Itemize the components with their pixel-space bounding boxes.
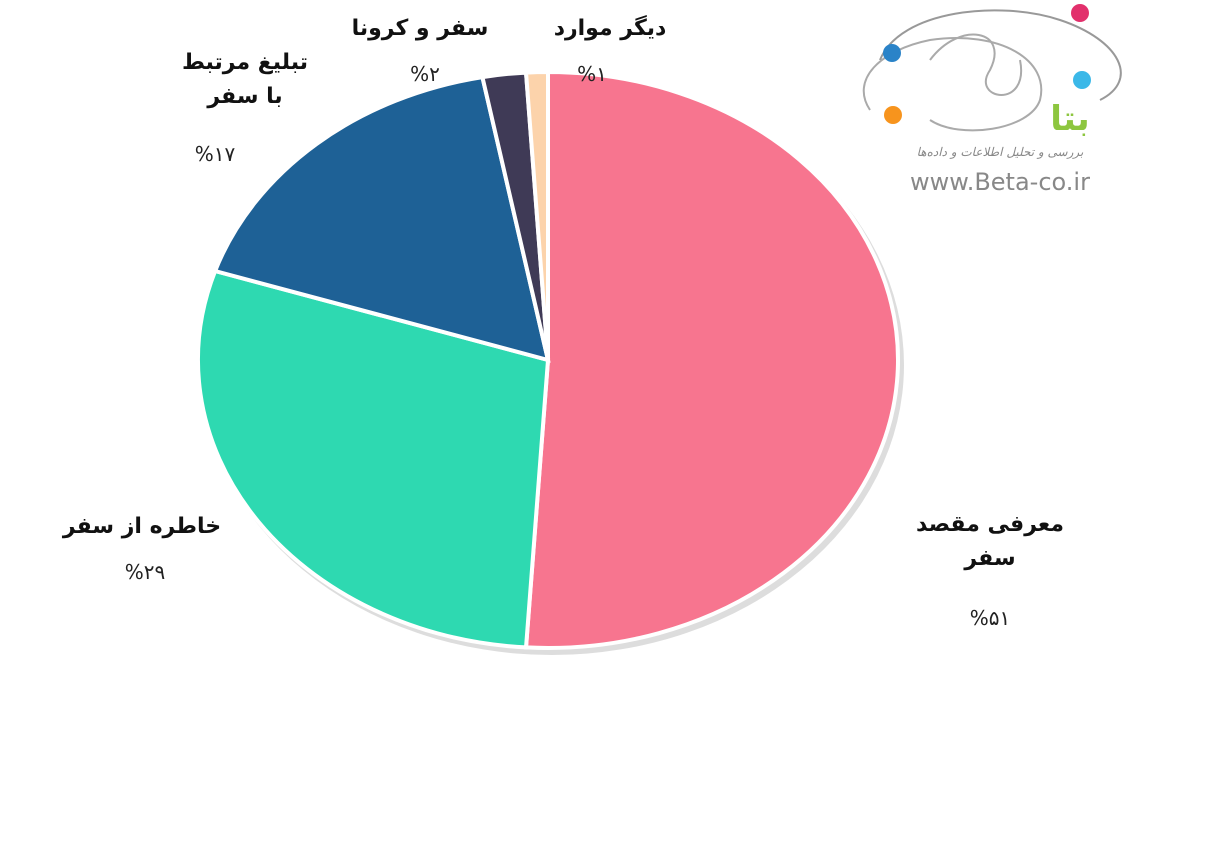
slice-label: خاطره از سفر [62,514,222,539]
pie-slice [196,268,551,650]
value-label: %۵۱ [969,606,1011,630]
logo-name: بتا [1050,99,1089,139]
pie-slice [212,74,551,363]
pie-slice [523,69,550,361]
slice-label: دیگر موارد [553,16,667,41]
value-label: %۲۹ [124,560,166,584]
slice-label: سفر و کرونا [351,16,489,41]
logo: بتا بررسی و تحلیل اطلاعات و داده‌ها www.… [862,4,1122,196]
logo-tagline: بررسی و تحلیل اطلاعات و داده‌ها [917,145,1084,159]
value-label: %۱ [577,62,607,86]
slice-label: تبلیغ مرتبط با سفر [182,50,308,109]
pie-slice [523,69,900,650]
slice-label: معرفی مقصد سفر [916,512,1064,571]
value-label: %۱۷ [194,142,236,166]
logo-website: www.Beta-co.ir [910,168,1090,196]
value-label: %۲ [410,62,440,86]
